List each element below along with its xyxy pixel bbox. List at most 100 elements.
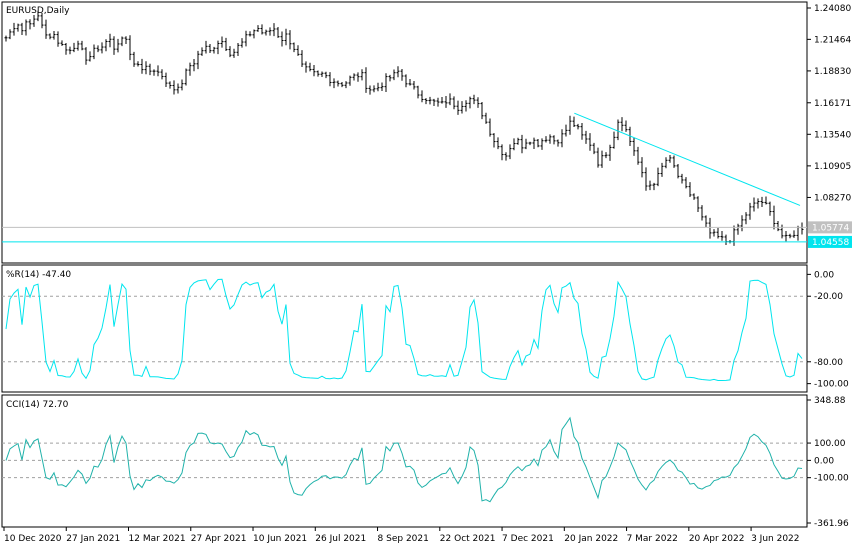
- ohlc-bar: [284, 28, 288, 46]
- ohlc-bar: [560, 129, 564, 148]
- ohlc-bar: [676, 163, 680, 179]
- ohlc-bar: [44, 19, 48, 39]
- time-axis: 10 Dec 2020 27 Jan 2021 12 Mar 2021 27 Apr …: [3, 527, 800, 544]
- support-tag: 1.04558: [812, 238, 849, 248]
- time-axis-label: 27 Jan 2021: [66, 534, 120, 544]
- cci-axis: 348.88 100.00 0.00 -100.00 -361.96: [807, 396, 849, 529]
- time-axis-label: 26 Jul 2021: [315, 534, 366, 544]
- ohlc-bar: [96, 45, 100, 53]
- ohlc-bar: [500, 144, 504, 161]
- ohlc-bar: [252, 29, 256, 39]
- ohlc-bar: [456, 100, 460, 115]
- ohlc-bar: [452, 96, 456, 110]
- ohlc-bar: [476, 97, 480, 108]
- ohlc-bar: [36, 10, 40, 22]
- time-axis-label: 10 Jun 2021: [253, 534, 307, 544]
- ohlc-bar: [392, 69, 396, 81]
- ohlc-bar: [84, 47, 88, 65]
- axis-label: -361.96: [814, 519, 849, 529]
- ohlc-bar: [288, 30, 292, 50]
- cci-line: [5, 416, 803, 503]
- ohlc-bar: [32, 15, 36, 27]
- wpr-pane-title: %R(14) -47.40: [6, 270, 71, 280]
- ohlc-bar: [276, 26, 280, 38]
- cci-pane[interactable]: CCI(14) 72.70 348.88 100.00 0.00 -100.00 -36…: [1, 394, 849, 529]
- ohlc-bar: [636, 146, 640, 165]
- ohlc-bar: [236, 42, 240, 57]
- ohlc-bar: [736, 223, 740, 235]
- trendline[interactable]: [574, 112, 801, 206]
- time-axis-label: 20 Apr 2022: [689, 534, 745, 544]
- ohlc-bar: [368, 85, 372, 95]
- time-axis-label: 3 Jun 2022: [751, 534, 799, 544]
- wpr-line: [5, 278, 803, 381]
- axis-label: 0.00: [814, 456, 834, 466]
- wpr-pane[interactable]: %R(14) -47.40 0.00 -20.00 -80.00 -100.00: [1, 264, 849, 393]
- ohlc-bar: [272, 23, 276, 37]
- ohlc-bar: [620, 117, 624, 132]
- ohlc-bar: [72, 42, 76, 53]
- ohlc-bar: [360, 69, 364, 81]
- ohlc-bar: [80, 40, 84, 51]
- ohlc-bar: [532, 137, 536, 149]
- ohlc-bar: [12, 22, 16, 36]
- ohlc-bar: [280, 31, 284, 47]
- wpr-axis: 0.00 -20.00 -80.00 -100.00: [807, 270, 849, 390]
- ohlc-bar: [16, 23, 20, 32]
- ohlc-bar: [488, 118, 492, 137]
- ohlc-bar: [8, 29, 12, 40]
- ohlc-bar: [660, 162, 664, 177]
- time-axis-label: 8 Sep 2021: [378, 534, 429, 544]
- price-pane[interactable]: EURUSD,Daily 1.24080 1.21464 1.18830 1.1617…: [1, 1, 852, 264]
- ohlc-bar: [208, 43, 212, 54]
- ohlc-bar: [220, 36, 224, 48]
- cci-pane-title: CCI(14) 72.70: [6, 400, 69, 410]
- ohlc-bar: [180, 79, 184, 91]
- ohlc-bar: [224, 37, 228, 52]
- ohlc-bar: [432, 98, 436, 106]
- ohlc-bar: [124, 36, 128, 44]
- ohlc-bar: [68, 46, 72, 55]
- ohlc-bar: [616, 119, 620, 141]
- time-axis-label: 7 Dec 2021: [502, 534, 554, 544]
- ohlc-bar: [128, 35, 132, 61]
- ohlc-bar: [664, 157, 668, 169]
- ohlc-bar: [332, 78, 336, 89]
- ohlc-bar: [328, 72, 332, 87]
- ohlc-bar: [508, 144, 512, 160]
- axis-label: -80.00: [814, 358, 843, 368]
- ohlc-bar: [296, 45, 300, 56]
- ohlc-bar: [148, 63, 152, 76]
- ohlc-bar: [712, 229, 716, 237]
- ohlc-bar: [308, 62, 312, 72]
- ohlc-bar: [740, 215, 744, 232]
- ohlc-bar: [480, 101, 484, 120]
- ohlc-bar: [416, 85, 420, 99]
- ohlc-bar: [372, 85, 376, 93]
- ohlc-bar: [172, 80, 176, 95]
- current-price-tag-bg: [808, 221, 852, 234]
- price-tags: 1.05774 1.04558: [808, 221, 852, 248]
- ohlc-bar: [716, 228, 720, 239]
- price-axis-label: 1.13540: [814, 130, 851, 140]
- wpr-levels: [2, 295, 807, 363]
- ohlc-bar: [88, 51, 92, 62]
- ohlc-bar: [748, 202, 752, 220]
- ohlc-bar: [388, 74, 392, 82]
- price-axis-label: 1.18830: [814, 67, 851, 77]
- ohlc-bar: [584, 130, 588, 144]
- price-axis-label: 1.21464: [814, 35, 851, 45]
- ohlc-bar: [512, 138, 516, 151]
- ohlc-bar: [692, 193, 696, 200]
- ohlc-bar: [384, 73, 388, 92]
- price-axis-label: 1.24080: [814, 4, 851, 14]
- time-axis-label: 10 Dec 2020: [4, 534, 62, 544]
- price-axis-label: 1.08270: [814, 193, 851, 203]
- ohlc-bar: [168, 81, 172, 89]
- ohlc-bar: [436, 97, 440, 107]
- ohlc-bar: [536, 139, 540, 148]
- ohlc-bar: [20, 22, 24, 36]
- ohlc-bar: [320, 71, 324, 78]
- ohlc-bar: [544, 136, 548, 143]
